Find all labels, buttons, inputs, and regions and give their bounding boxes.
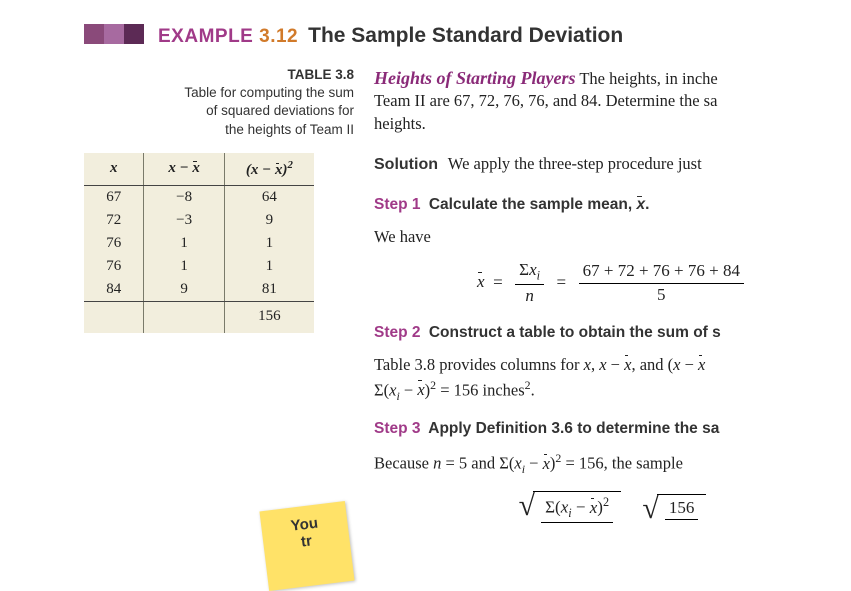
step1-heading: Step 1 Calculate the sample mean, x. <box>374 193 851 216</box>
content-columns: TABLE 3.8 Table for computing the sum of… <box>84 66 851 554</box>
intro-line: The heights, in inche <box>576 69 718 88</box>
page-root: EXAMPLE 3.12 The Sample Standard Deviati… <box>0 0 851 554</box>
table-row: 76 1 1 <box>84 255 314 278</box>
step-label: Step 1 <box>374 196 421 213</box>
example-number: 3.12 <box>259 26 298 47</box>
cell-dev: −3 <box>144 209 224 232</box>
step3-heading: Step 3 Apply Definition 3.6 to determine… <box>374 417 851 440</box>
cell-sq: 64 <box>224 185 314 209</box>
deviation-table: x x − x (x − x)2 67 −8 64 72 −3 9 76 1 <box>84 153 314 333</box>
step-desc: Apply Definition 3.6 to determine the sa <box>425 420 720 437</box>
table-caption: TABLE 3.8 Table for computing the sum of… <box>84 66 356 139</box>
intro-line: Team II are 67, 72, 76, 76, and 84. Dete… <box>374 91 717 110</box>
cell-x: 84 <box>84 278 144 302</box>
we-have: We have <box>374 226 851 248</box>
eq-num: 67 + 72 + 76 + 76 + 84 <box>579 260 744 283</box>
cell-x: 67 <box>84 185 144 209</box>
solution-line: Solution We apply the three-step procedu… <box>374 153 851 176</box>
cell-dev: 1 <box>144 232 224 255</box>
cell-sq: 1 <box>224 255 314 278</box>
table-sum-row: 156 <box>84 301 314 333</box>
cell-empty <box>144 301 224 333</box>
step-desc: Construct a table to obtain the sum of s <box>425 324 721 341</box>
cell-x: 76 <box>84 255 144 278</box>
square-icon <box>84 24 104 44</box>
sqrt-val: 156 <box>665 497 699 520</box>
table-number: TABLE 3.8 <box>287 67 354 82</box>
decorator-squares <box>84 24 144 44</box>
solution-label: Solution <box>374 156 438 173</box>
cell-sq: 1 <box>224 232 314 255</box>
eq-den: 5 <box>579 283 744 307</box>
cell-x: 72 <box>84 209 144 232</box>
sticky-line: You <box>290 515 319 535</box>
table-row: 76 1 1 <box>84 232 314 255</box>
caption-line: the heights of Team II <box>225 122 354 137</box>
sd-equation: √ Σ(xi − x)2 √ 156 <box>374 491 851 546</box>
step3-text: Because n = 5 and Σ(xi − x)2 = 156, the … <box>374 450 851 477</box>
left-column: TABLE 3.8 Table for computing the sum of… <box>84 66 374 333</box>
cell-dev: −8 <box>144 185 224 209</box>
square-icon <box>104 24 124 44</box>
cell-dev: 9 <box>144 278 224 302</box>
step-desc: Calculate the sample mean, x. <box>425 196 650 213</box>
example-label: EXAMPLE 3.12 <box>158 26 298 48</box>
sticky-note: You tr <box>259 501 354 591</box>
right-column: Heights of Starting Players The heights,… <box>374 66 851 554</box>
cell-dev: 1 <box>144 255 224 278</box>
cell-sum: 156 <box>224 301 314 333</box>
col-sq-header: (x − x)2 <box>224 153 314 186</box>
cell-x: 76 <box>84 232 144 255</box>
cell-sq: 9 <box>224 209 314 232</box>
table-row: 67 −8 64 <box>84 185 314 209</box>
sticky-line: tr <box>300 532 313 550</box>
cell-empty <box>84 301 144 333</box>
example-word: EXAMPLE <box>158 26 253 47</box>
step2-heading: Step 2 Construct a table to obtain the s… <box>374 321 851 344</box>
intro-paragraph: Heights of Starting Players The heights,… <box>374 66 851 135</box>
table-row: 84 9 81 <box>84 278 314 302</box>
col-dev-header: x − x <box>144 153 224 186</box>
example-header: EXAMPLE 3.12 The Sample Standard Deviati… <box>84 22 851 48</box>
step-label: Step 2 <box>374 324 421 341</box>
intro-line: heights. <box>374 114 426 133</box>
mean-equation: x = Σxi n = 67 + 72 + 76 + 76 + 84 5 <box>374 259 851 308</box>
step2-text: Table 3.8 provides columns for x, x − x,… <box>374 354 851 403</box>
caption-line: of squared deviations for <box>206 103 354 118</box>
table-header-row: x x − x (x − x)2 <box>84 153 314 186</box>
solution-text: We apply the three-step procedure just <box>444 154 702 173</box>
caption-line: Table for computing the sum <box>184 85 354 100</box>
col-x-header: x <box>84 153 144 186</box>
square-icon <box>124 24 144 44</box>
cell-sq: 81 <box>224 278 314 302</box>
step-label: Step 3 <box>374 420 421 437</box>
section-title: Heights of Starting Players <box>374 68 576 88</box>
table-row: 72 −3 9 <box>84 209 314 232</box>
example-title: The Sample Standard Deviation <box>308 24 623 48</box>
